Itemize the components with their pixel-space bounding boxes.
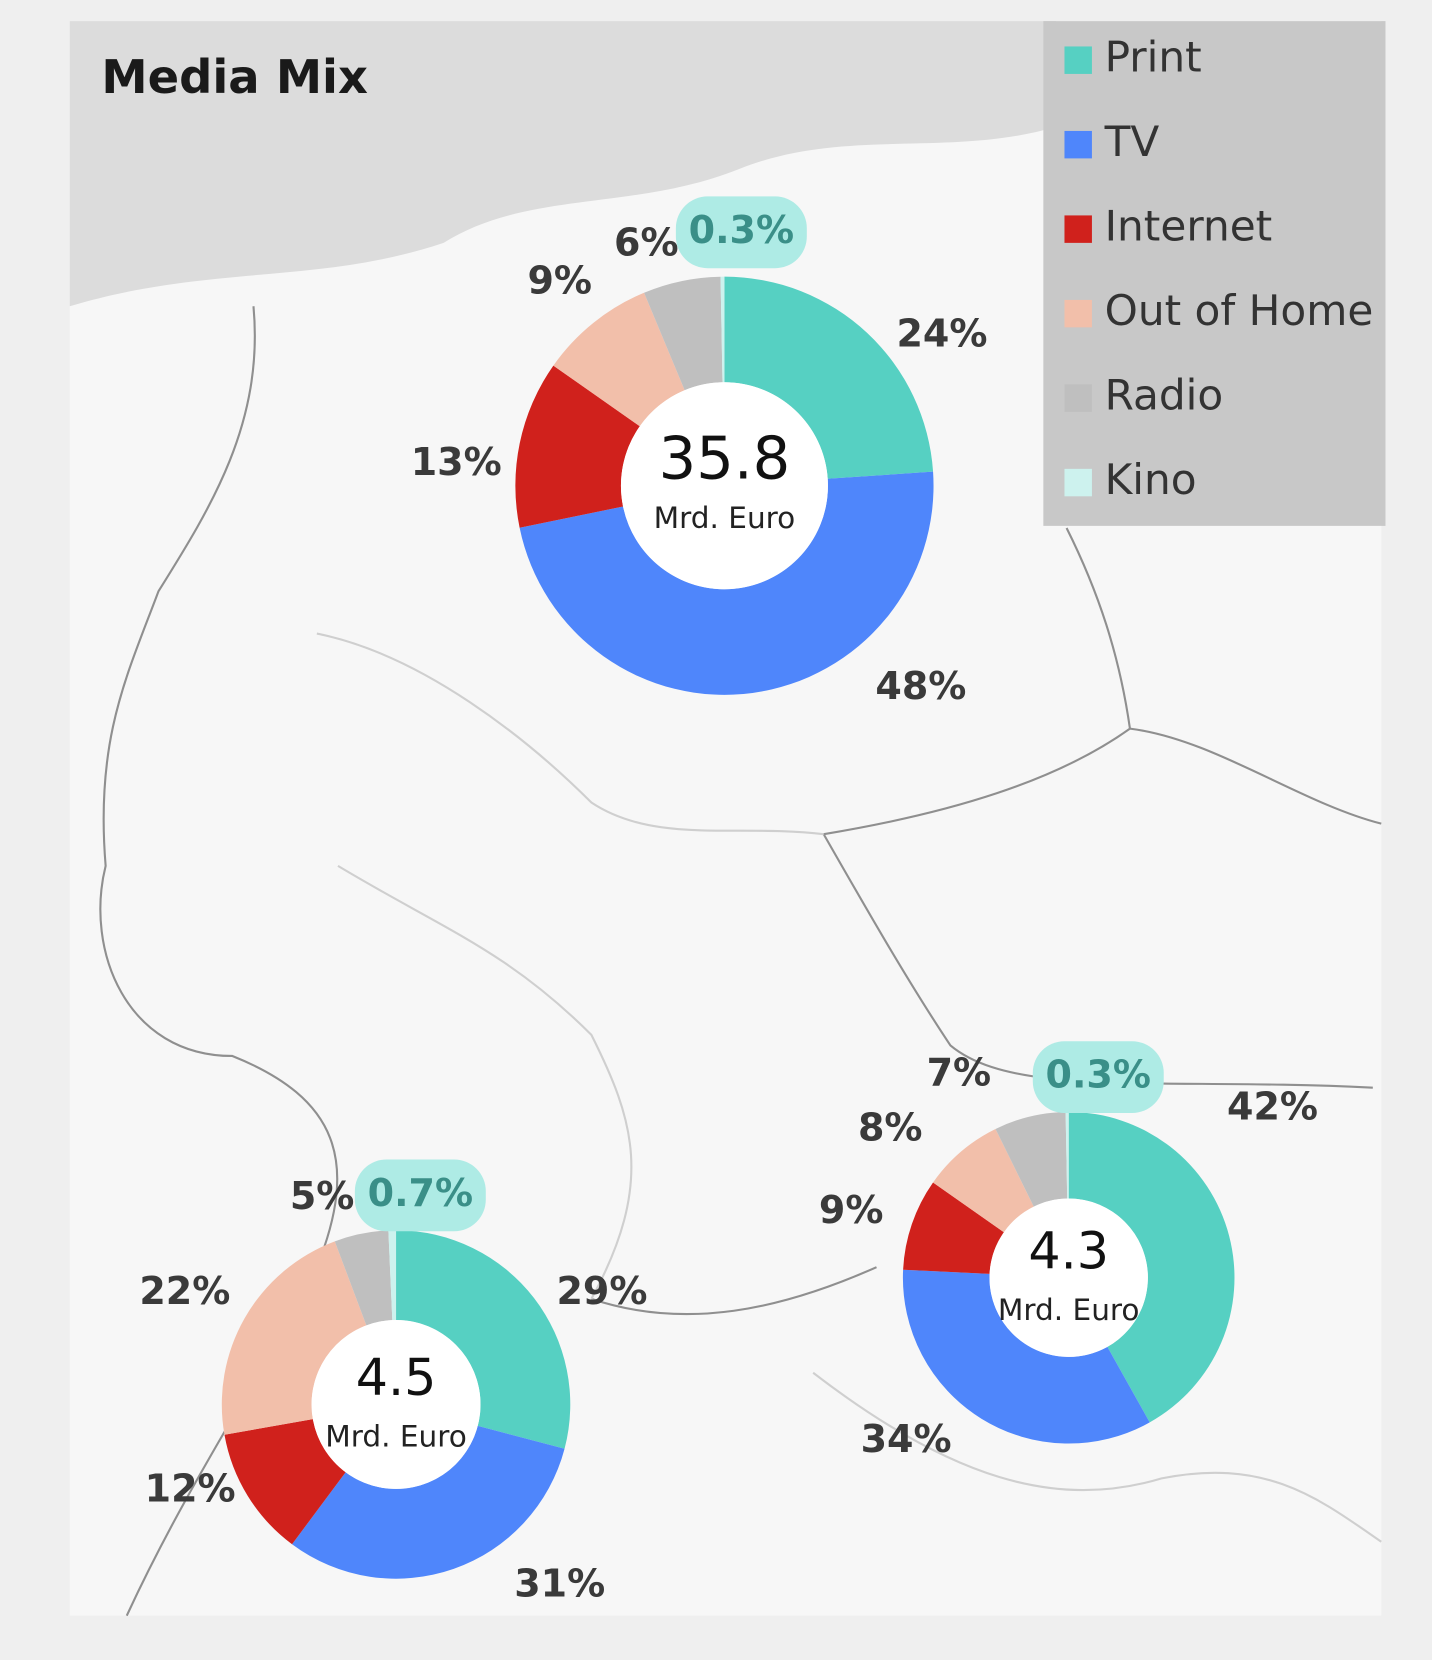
legend-swatch — [1064, 130, 1092, 159]
total-unit: Mrd. Euro — [654, 501, 796, 535]
legend-swatch — [1064, 468, 1092, 497]
value-label: 48% — [875, 664, 966, 708]
total-value: 4.5 — [356, 1348, 437, 1407]
value-label: 12% — [145, 1467, 236, 1511]
donut-segment — [720, 276, 725, 383]
donut-segment — [724, 276, 934, 479]
value-label: 7% — [927, 1050, 992, 1094]
value-label: 24% — [896, 311, 987, 355]
total-value: 35.8 — [659, 424, 791, 493]
donut-segment — [224, 1419, 346, 1545]
donut-segment — [515, 365, 640, 528]
legend-label: Kino — [1105, 455, 1197, 504]
donut-segment — [644, 276, 723, 391]
value-label: 42% — [1227, 1084, 1318, 1128]
legend-label: Out of Home — [1105, 286, 1374, 335]
donut-segment — [933, 1128, 1034, 1233]
value-label: 8% — [858, 1105, 923, 1149]
donut-segment — [519, 471, 934, 695]
legend-swatch — [1064, 299, 1092, 328]
value-label: 9% — [527, 259, 592, 303]
value-label: 29% — [556, 1269, 647, 1313]
sea — [69, 21, 1057, 307]
value-label: 0.3% — [1046, 1053, 1151, 1097]
donut-segment — [292, 1425, 565, 1579]
highlight-pill — [354, 1159, 486, 1232]
chart-title: Media Mix — [101, 50, 368, 104]
donut-segment — [396, 1230, 571, 1449]
donut-segment — [388, 1230, 397, 1321]
legend-label: Internet — [1105, 202, 1273, 251]
highlight-pill — [675, 196, 807, 269]
donut-segment — [902, 1269, 1150, 1444]
donut-segment — [903, 1182, 1004, 1274]
legend-label: Radio — [1105, 371, 1224, 420]
value-label: 13% — [411, 440, 502, 484]
map-regions — [316, 632, 1382, 1543]
legend-swatch — [1064, 46, 1092, 74]
value-label: 0.7% — [368, 1171, 473, 1215]
donut-segment — [221, 1241, 367, 1435]
value-label: 22% — [139, 1269, 230, 1313]
legend-label: TV — [1104, 117, 1160, 166]
total-value: 4.3 — [1028, 1222, 1109, 1281]
legend-label: Print — [1105, 33, 1202, 82]
highlight-pill — [1032, 1041, 1164, 1114]
legend-box — [1043, 21, 1386, 526]
donut-segment — [1065, 1111, 1069, 1199]
donut-segment — [334, 1230, 393, 1326]
total-unit: Mrd. Euro — [325, 1420, 467, 1454]
total-unit: Mrd. Euro — [998, 1293, 1140, 1327]
donut-hole — [620, 382, 828, 590]
donut-segment — [995, 1111, 1068, 1207]
donut-hole — [311, 1319, 481, 1489]
value-label: 34% — [861, 1417, 952, 1461]
donut-segment — [1068, 1111, 1235, 1423]
value-label: 9% — [819, 1188, 884, 1232]
value-label: 31% — [514, 1562, 605, 1606]
value-label: 0.3% — [689, 208, 794, 252]
donut-segment — [553, 292, 685, 427]
donut-hole — [989, 1198, 1148, 1357]
legend-swatch — [1064, 384, 1092, 412]
value-label: 6% — [614, 220, 679, 264]
value-label: 5% — [290, 1174, 355, 1218]
legend-swatch — [1064, 215, 1092, 243]
